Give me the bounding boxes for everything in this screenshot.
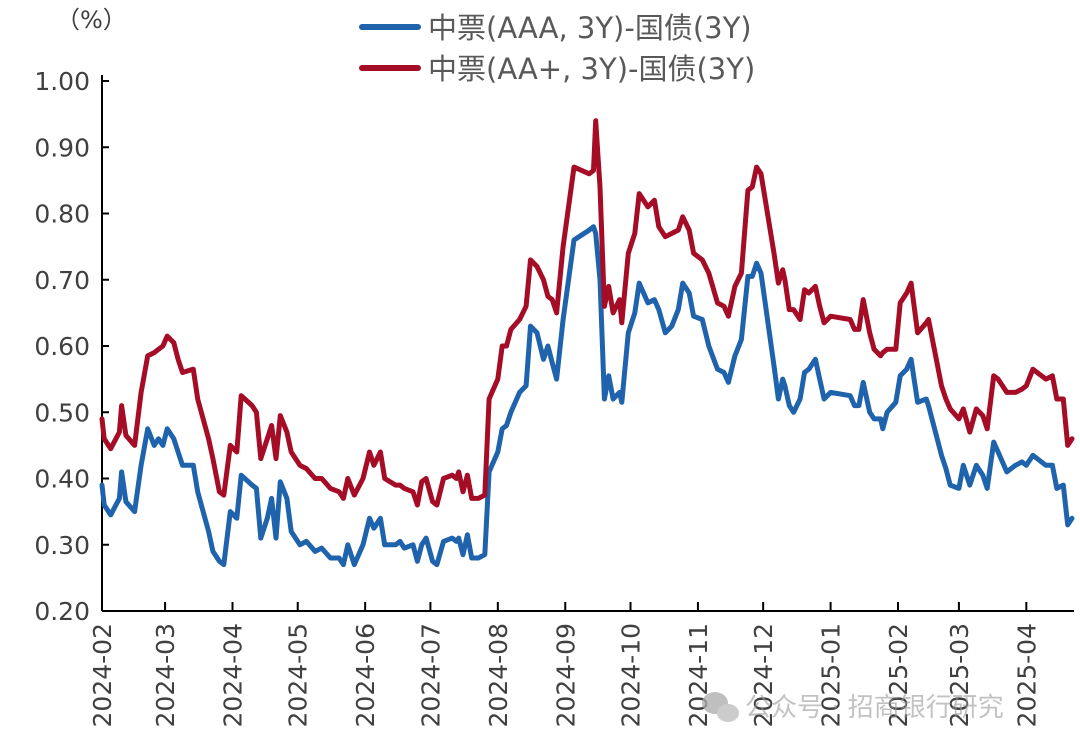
y-tick-label: 1.00	[34, 67, 90, 96]
x-tick-label: 2024-08	[484, 623, 513, 727]
x-tick-label: 2024-06	[351, 623, 380, 727]
y-tick-label: 0.50	[34, 398, 90, 427]
x-tick-label: 2024-12	[749, 623, 778, 727]
y-tick-label: 0.30	[34, 531, 90, 560]
series-line-1	[99, 118, 1075, 508]
x-tick-label: 2025-01	[817, 623, 846, 727]
y-tick-label: 0.20	[34, 597, 90, 626]
x-tick-label: 2024-02	[88, 623, 117, 727]
y-unit-label: （%）	[56, 6, 127, 34]
x-tick-label: 2024-05	[284, 623, 313, 727]
x-tick-label: 2025-04	[1012, 623, 1041, 727]
y-tick-label: 0.60	[34, 332, 90, 361]
watermark-text: 公众号 · 招商银行研究	[745, 693, 1004, 723]
series-line-0	[99, 224, 1075, 568]
watermark: 公众号 · 招商银行研究	[702, 692, 1004, 723]
x-tick-label: 2025-02	[884, 623, 913, 727]
legend: 中票(AAA, 3Y)-国债(3Y) 中票(AA+, 3Y)-国债(3Y)	[359, 11, 755, 86]
x-tick-label: 2024-10	[616, 623, 645, 727]
x-tick-label: 2024-04	[218, 623, 247, 727]
y-tick-label: 0.80	[34, 200, 90, 229]
x-tick-label: 2024-03	[151, 623, 180, 727]
x-tick-label: 2024-07	[416, 623, 445, 727]
y-tick-label: 0.70	[34, 266, 90, 295]
y-tick-label: 0.90	[34, 133, 90, 162]
legend-label: 中票(AA+, 3Y)-国债(3Y)	[428, 52, 755, 86]
axes: 0.20 0.30 0.40 0.50 0.60 0.70 0.80 0.90 1.00 2024…	[34, 67, 1074, 727]
x-tick-label: 2025-03	[945, 623, 974, 727]
series-lines	[99, 118, 1075, 568]
legend-label: 中票(AAA, 3Y)-国债(3Y)	[428, 11, 752, 45]
x-tick-label: 2024-09	[551, 623, 580, 727]
wechat-icon	[702, 692, 739, 722]
y-tick-label: 0.40	[34, 465, 90, 494]
